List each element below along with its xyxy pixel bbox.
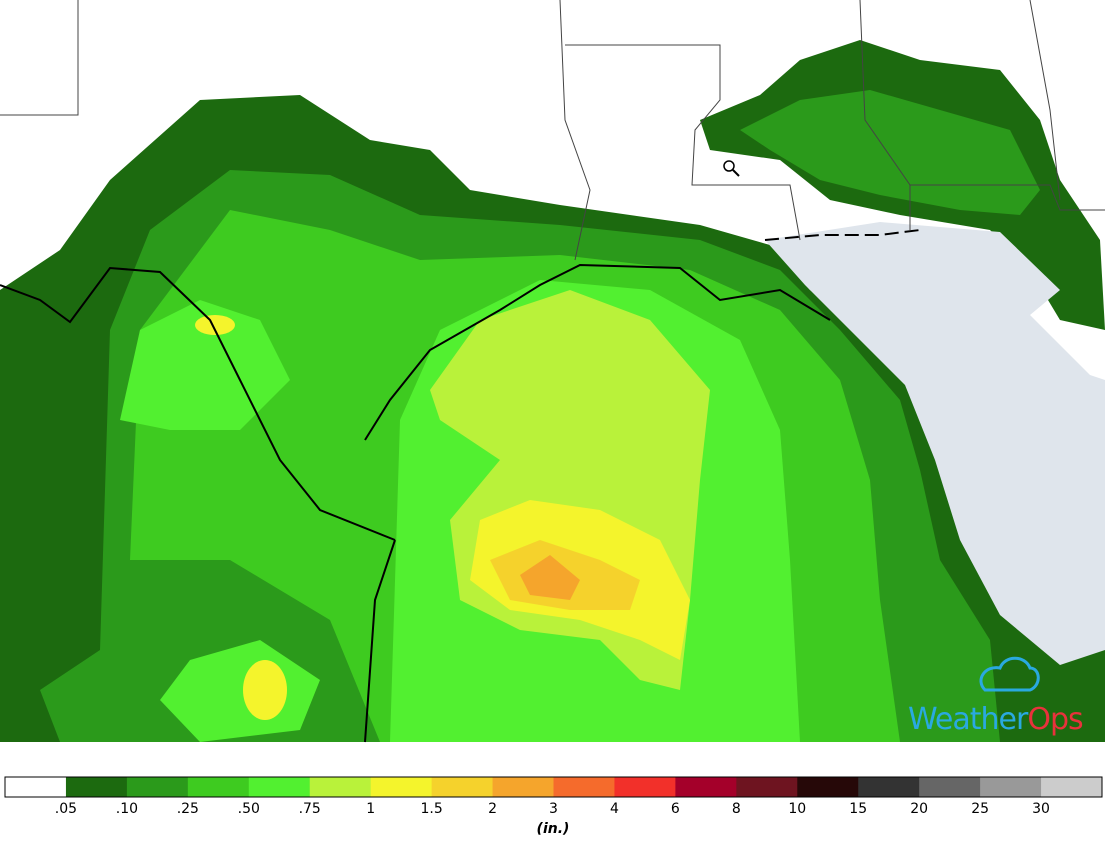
- legend-swatch: [675, 777, 737, 797]
- legend-label: 4: [610, 801, 619, 817]
- logo-weather: Weather: [908, 702, 1029, 737]
- logo-text: WeatherOps: [908, 702, 1083, 737]
- legend-swatch: [65, 777, 128, 797]
- legend-swatch: [431, 777, 494, 797]
- state-lines: [0, 0, 1105, 261]
- rain-light-sw: [160, 640, 320, 742]
- legend-swatch: [553, 777, 615, 797]
- legend-label: 8: [732, 801, 741, 817]
- legend-label: .75: [299, 801, 321, 817]
- legend-swatch: [919, 777, 981, 797]
- legend-label: .50: [238, 801, 260, 817]
- legend-label: 1.5: [420, 801, 442, 817]
- legend-label: 30: [1032, 801, 1050, 817]
- gulf: [765, 222, 1105, 665]
- legend-label: 15: [849, 801, 867, 817]
- map: WeatherOps: [0, 0, 1105, 743]
- legend-label: 25: [971, 801, 989, 817]
- legend-label: 1: [366, 801, 375, 817]
- legend-swatch: [370, 777, 433, 797]
- legend-label: .05: [55, 801, 77, 817]
- legend-label: 20: [910, 801, 928, 817]
- legend-swatch: [309, 777, 372, 797]
- legend-swatch: [1041, 777, 1103, 797]
- rain-orange: [520, 555, 580, 600]
- logo-ops: Ops: [1027, 702, 1083, 737]
- legend-swatch: [797, 777, 859, 797]
- color-legend: (in.) .05 .10 .25 .50 .75 1 1.5 2 3 4 6 8 10 15 20 25 30: [4, 776, 1103, 837]
- legend-swatch: [492, 777, 554, 797]
- rain-yellow-spot: [243, 660, 287, 720]
- legend-swatch: [736, 777, 798, 797]
- legend-swatch: [5, 777, 67, 797]
- legend-label: 6: [671, 801, 680, 817]
- legend-label: 10: [788, 801, 806, 817]
- rain-medium-ne: [740, 90, 1040, 215]
- zoom-icon[interactable]: [723, 160, 740, 177]
- rain-light-w: [120, 300, 290, 430]
- legend-swatch: [614, 777, 676, 797]
- legend-swatch: [126, 777, 189, 797]
- legend-label: 3: [549, 801, 558, 817]
- legend-label: .10: [116, 801, 138, 817]
- legend-swatch: [248, 777, 311, 797]
- logo: WeatherOps: [908, 656, 1084, 737]
- legend-frame: [4, 776, 1103, 798]
- legend-unit: (in.): [537, 821, 570, 837]
- legend-label: .25: [177, 801, 199, 817]
- rain-yellow-spot: [195, 315, 235, 335]
- borders: [0, 229, 921, 743]
- legend-swatch: [187, 777, 250, 797]
- legend-label: 2: [488, 801, 497, 817]
- legend-swatch: [858, 777, 920, 797]
- legend-swatch: [980, 777, 1042, 797]
